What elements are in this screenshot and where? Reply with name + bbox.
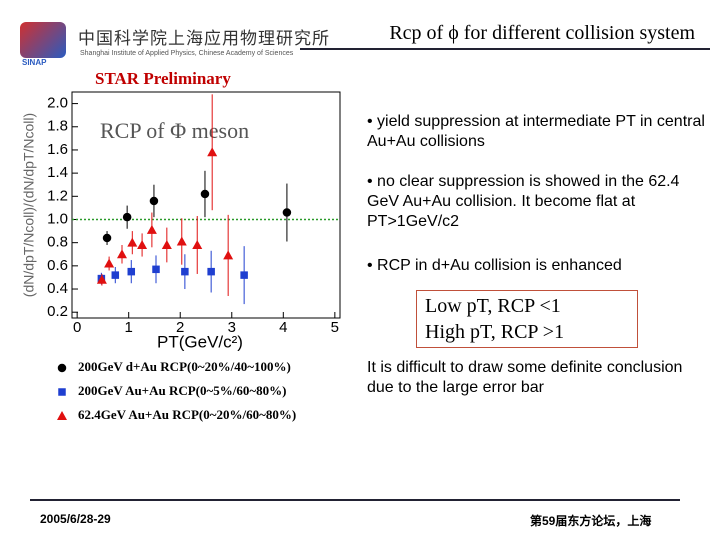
y-axis-label: (dN/dpT/Ncoll)/(dN/dpT/Ncoll) — [21, 113, 37, 297]
marker — [127, 267, 136, 276]
plot-title: RCP of Φ meson — [100, 118, 249, 143]
y-tick-label: 1.4 — [47, 164, 68, 181]
summary-box: Low pT, RCP <1 High pT, RCP >1 — [416, 290, 638, 348]
logo-cn: 中国科学院上海应用物理研究所 — [78, 29, 330, 49]
y-tick-label: 1.6 — [47, 141, 68, 158]
title-rule — [300, 48, 710, 50]
marker — [240, 271, 248, 279]
y-tick-label: 1.0 — [47, 210, 68, 227]
logo-en: Shanghai Institute of Applied Physics, C… — [80, 50, 294, 57]
footer-event: 第59届东方论坛，上海 — [530, 514, 652, 528]
legend-marker — [57, 411, 67, 420]
box-line: High pT, RCP >1 — [425, 321, 565, 343]
y-tick-label: 2.0 — [47, 95, 68, 112]
bullet: • yield suppression at intermediate PT i… — [367, 113, 705, 150]
marker — [207, 267, 215, 276]
footer-rule — [30, 499, 680, 501]
marker — [152, 265, 160, 274]
marker — [207, 147, 218, 157]
annotation: STAR Preliminary — [95, 69, 231, 88]
footer-date: 2005/6/28-29 — [40, 512, 111, 526]
bullet: • RCP in d+Au collision is enhanced — [367, 257, 622, 274]
y-tick-label: 0.8 — [47, 234, 68, 251]
x-tick-label: 3 — [228, 319, 236, 336]
y-tick-label: 0.6 — [47, 257, 68, 274]
marker — [192, 239, 203, 249]
marker — [223, 250, 234, 260]
marker — [96, 274, 107, 284]
marker — [282, 208, 292, 217]
y-tick-label: 0.4 — [47, 280, 68, 297]
logo-icon — [20, 22, 66, 58]
x-tick-label: 2 — [176, 319, 184, 336]
y-tick-label: 1.2 — [47, 187, 68, 204]
legend-marker — [58, 388, 66, 396]
marker — [176, 236, 187, 246]
marker — [149, 196, 159, 206]
logo-abbr: SINAP — [22, 58, 47, 67]
box-line: Low pT, RCP <1 — [425, 295, 561, 317]
y-tick-label: 1.8 — [47, 118, 68, 135]
marker — [116, 249, 127, 259]
x-tick-label: 4 — [279, 319, 287, 336]
x-tick-label: 0 — [73, 319, 81, 336]
legend-marker — [57, 363, 67, 373]
x-tick-label: 1 — [125, 319, 133, 336]
marker — [181, 267, 189, 276]
title: Rcp of ϕ for different collision system — [389, 22, 695, 44]
x-axis-label: PT(GeV/c²) — [157, 332, 243, 351]
marker — [200, 189, 210, 199]
bullet: • no clear suppression is showed in the … — [367, 173, 680, 230]
legend-label: 200GeV Au+Au RCP(0~5%/60~80%) — [78, 383, 286, 398]
marker — [146, 224, 157, 234]
marker — [127, 237, 138, 247]
marker — [122, 212, 132, 222]
note: It is difficult to draw some definite co… — [367, 359, 683, 396]
y-tick-label: 0.2 — [47, 303, 68, 320]
chart: STAR Preliminary RCP of Φ meson (dN/dpT/… — [21, 69, 341, 422]
x-tick-label: 5 — [331, 319, 339, 336]
plot-frame — [71, 91, 341, 319]
marker — [161, 239, 172, 249]
marker — [104, 258, 115, 268]
marker — [102, 233, 112, 243]
legend-label: 62.4GeV Au+Au RCP(0~20%/60~80%) — [78, 407, 296, 422]
marker — [137, 239, 148, 249]
legend-label: 200GeV d+Au RCP(0~20%/40~100%) — [78, 359, 291, 374]
marker — [111, 271, 120, 279]
